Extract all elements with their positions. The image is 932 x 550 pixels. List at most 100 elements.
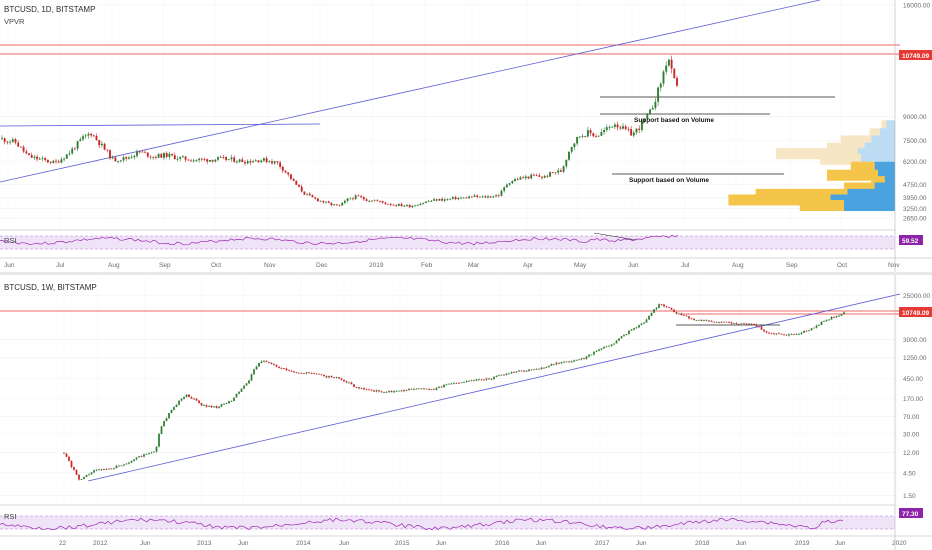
weekly-candle-body [420, 388, 423, 390]
weekly-candle-body [255, 366, 258, 370]
weekly-date-tick: 2013 [197, 540, 212, 547]
weekly-rsi-band [0, 516, 895, 529]
weekly-candle-body [833, 317, 835, 318]
daily-candle-body [368, 200, 371, 202]
daily-date-tick: Feb [421, 262, 433, 269]
weekly-candle-body [170, 409, 173, 414]
daily-date-tick: Dec [316, 262, 328, 269]
weekly-candle-body [493, 376, 495, 380]
weekly-candle-body [540, 367, 543, 370]
daily-candle-body [260, 160, 263, 163]
vp-up-bar [878, 169, 895, 181]
weekly-candle-body [130, 460, 133, 463]
daily-candle-body [65, 154, 68, 159]
weekly-date-tick: 2020 [892, 540, 907, 547]
daily-candle-body [9, 141, 12, 143]
weekly-candle-body [263, 360, 265, 362]
weekly-candle-body [460, 382, 463, 384]
daily-candle-body [514, 179, 516, 182]
weekly-candle-body [715, 322, 718, 323]
weekly-candle-body [738, 323, 740, 325]
weekly-candle-body [208, 405, 210, 407]
daily-candle-body [184, 156, 187, 160]
daily-candle-body [289, 174, 292, 180]
daily-candle-body [576, 137, 579, 144]
daily-candle-body [503, 187, 506, 191]
daily-candle-body [495, 195, 498, 197]
rsi-divergence-line[interactable] [593, 232, 637, 241]
daily-candle-body [319, 200, 322, 202]
weekly-date-tick: 2018 [695, 540, 710, 547]
weekly-candle-body [610, 344, 613, 346]
weekly-candle-body [538, 368, 540, 370]
weekly-candle-body [598, 349, 600, 351]
daily-candle-body [549, 172, 552, 177]
daily-candle-body [441, 198, 444, 201]
daily-candle-body [667, 59, 670, 66]
weekly-candle-body [448, 383, 450, 385]
daily-candle-body [71, 148, 74, 154]
weekly-candle-body [190, 396, 193, 399]
weekly-candle-body [63, 452, 65, 454]
daily-candle-body [403, 205, 406, 207]
weekly-candle-body [613, 343, 615, 345]
weekly-candle-body [453, 382, 455, 384]
weekly-candle-body [345, 381, 348, 383]
daily-candle-body [225, 157, 228, 161]
daily-candle-body [311, 195, 314, 198]
daily-candle-body [217, 157, 219, 160]
weekly-candle-body [113, 468, 115, 470]
daily-trendline-horizontal[interactable] [0, 123, 321, 127]
weekly-candle-body [703, 320, 705, 322]
daily-candle-body [524, 176, 527, 179]
weekly-price-tick: 1.50 [903, 493, 916, 500]
weekly-candle-body [233, 397, 235, 402]
daily-candle-body [460, 197, 462, 199]
daily-candle-body [414, 205, 417, 207]
weekly-candle-body [608, 345, 610, 347]
weekly-candle-body [318, 373, 320, 375]
daily-candle-body [244, 162, 246, 164]
weekly-candle-body [213, 406, 215, 408]
weekly-candle-body [423, 388, 425, 390]
daily-candle-body [36, 156, 39, 160]
weekly-date-tick: 2012 [93, 540, 108, 547]
vp-down-bar [869, 128, 880, 140]
weekly-candle-body [140, 456, 143, 458]
weekly-candle-body [303, 373, 305, 375]
daily-candle-body [90, 133, 93, 136]
weekly-candle-body [418, 388, 420, 390]
weekly-candle-body [550, 363, 553, 366]
weekly-candle-body [843, 312, 845, 315]
weekly-price-tick: 4.50 [903, 470, 916, 477]
daily-candle-body [136, 151, 138, 156]
vp-down-bar [827, 142, 865, 154]
daily-rsi-label: RSI [4, 236, 17, 245]
weekly-candle-body [728, 322, 730, 323]
daily-candle-body [519, 177, 522, 180]
daily-candle-body [57, 161, 60, 163]
daily-candle-body [600, 132, 603, 136]
weekly-candle-body [673, 309, 675, 313]
daily-candle-body [198, 158, 201, 161]
weekly-candle-body [835, 315, 838, 318]
weekly-candle-body [115, 465, 118, 469]
daily-candle-body [373, 200, 376, 202]
weekly-candle-body [778, 333, 780, 335]
panel-separator [0, 272, 932, 275]
daily-candle-body [325, 201, 327, 203]
daily-candle-body [411, 205, 414, 208]
weekly-candles [63, 303, 845, 481]
daily-date-tick: Sep [786, 262, 798, 269]
daily-candle-body [451, 197, 454, 199]
weekly-candle-body [718, 322, 720, 323]
weekly-candle-body [775, 333, 778, 335]
daily-candle-body [416, 205, 419, 206]
daily-candle-body [613, 124, 616, 127]
weekly-candle-body [595, 350, 598, 352]
daily-candle-body [273, 161, 276, 164]
weekly-rsi-value-badge [899, 508, 923, 518]
daily-candle-body [435, 199, 438, 201]
daily-candle-body [446, 199, 449, 200]
